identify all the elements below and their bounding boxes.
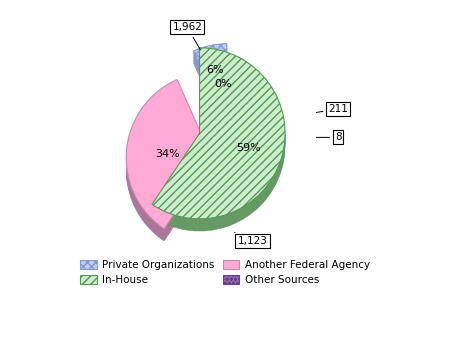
- Text: 8: 8: [316, 132, 342, 142]
- Wedge shape: [152, 58, 285, 230]
- Text: 1,962: 1,962: [172, 22, 202, 49]
- Wedge shape: [152, 49, 285, 220]
- Wedge shape: [152, 52, 285, 223]
- Text: 211: 211: [316, 104, 348, 114]
- Wedge shape: [223, 61, 224, 146]
- Wedge shape: [194, 44, 228, 129]
- Wedge shape: [194, 50, 228, 135]
- Wedge shape: [194, 47, 228, 132]
- Wedge shape: [152, 48, 285, 219]
- Legend: Private Organizations, In-House, Another Federal Agency, Other Sources: Private Organizations, In-House, Another…: [77, 257, 373, 288]
- Wedge shape: [152, 57, 285, 228]
- Wedge shape: [194, 56, 228, 141]
- Wedge shape: [223, 65, 224, 150]
- Wedge shape: [152, 60, 285, 231]
- Wedge shape: [223, 57, 224, 143]
- Wedge shape: [126, 87, 212, 237]
- Wedge shape: [194, 54, 228, 140]
- Wedge shape: [194, 45, 228, 131]
- Wedge shape: [126, 89, 212, 238]
- Wedge shape: [223, 64, 224, 149]
- Text: 0%: 0%: [215, 79, 232, 89]
- Wedge shape: [126, 79, 212, 229]
- Wedge shape: [223, 59, 224, 145]
- Wedge shape: [126, 84, 212, 233]
- Wedge shape: [194, 48, 228, 134]
- Wedge shape: [223, 68, 224, 154]
- Wedge shape: [194, 53, 228, 138]
- Wedge shape: [126, 86, 212, 235]
- Wedge shape: [194, 51, 228, 137]
- Wedge shape: [126, 92, 212, 241]
- Text: 1,123: 1,123: [234, 232, 267, 246]
- Wedge shape: [152, 51, 285, 222]
- Text: 59%: 59%: [236, 143, 261, 153]
- Wedge shape: [223, 56, 224, 141]
- Text: 34%: 34%: [155, 149, 180, 159]
- Wedge shape: [126, 83, 212, 232]
- Wedge shape: [152, 54, 285, 225]
- Text: 6%: 6%: [206, 64, 224, 75]
- Wedge shape: [223, 62, 224, 148]
- Wedge shape: [126, 90, 212, 240]
- Wedge shape: [223, 66, 224, 152]
- Wedge shape: [126, 81, 212, 230]
- Wedge shape: [152, 55, 285, 226]
